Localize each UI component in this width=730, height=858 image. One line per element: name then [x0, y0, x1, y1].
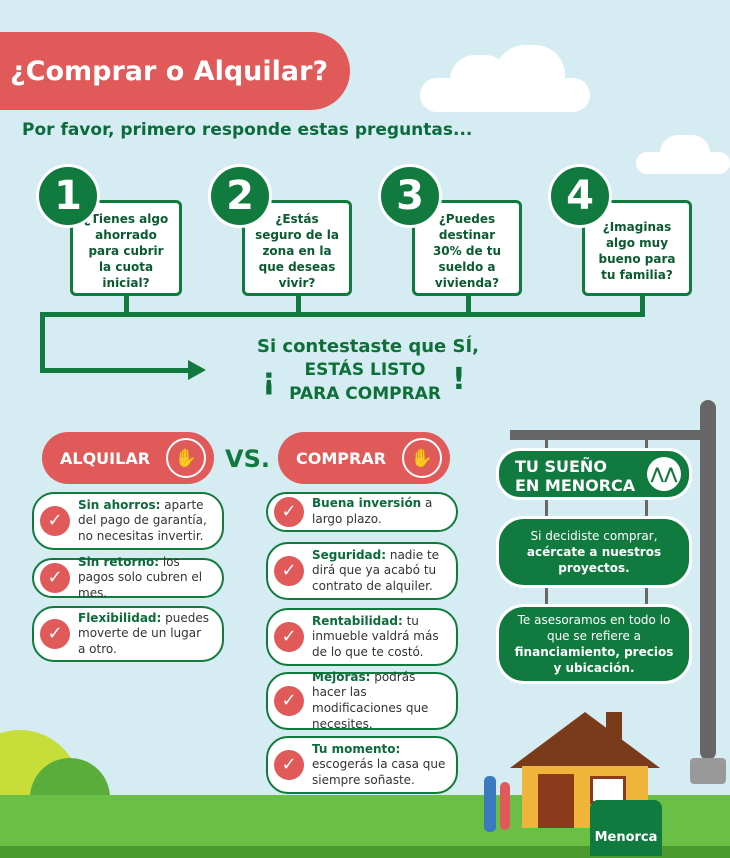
sign-chain [645, 588, 648, 606]
handshake-icon: ✋ [166, 438, 206, 478]
card-text: los pagos solo cubren el mes. [78, 554, 203, 600]
card-text: nadie te dirá que ya acabó tu contrato d… [312, 547, 440, 593]
timeline-line [466, 292, 471, 314]
check-icon: ✓ [40, 563, 70, 593]
listo-line2: ESTÁS LISTO [304, 360, 426, 380]
listo-line3: PARA COMPRAR [289, 384, 441, 404]
page-title: ¿Comprar o Alquilar? [0, 32, 350, 110]
check-icon: ✓ [40, 506, 70, 536]
comprar-card-5: ✓ Tu momento: escogerás la casa que siem… [266, 736, 458, 794]
alquilar-card-2: ✓ Sin retorno: los pagos solo cubren el … [32, 554, 224, 600]
listo-line1: Si contestaste que SÍ, [257, 336, 479, 357]
menorca-logo: Menorca [590, 800, 662, 856]
card-text: tu inmueble valdrá más de lo que te cost… [312, 613, 439, 659]
house-chimney [606, 712, 622, 742]
card-bold: Buena inversión [312, 496, 422, 511]
brand-name: Menorca [594, 830, 658, 845]
step-number-3: 3 [378, 164, 442, 228]
person-man [484, 776, 496, 832]
timeline-line [40, 312, 645, 317]
sign-box2-text: Te asesoramos en todo lo que se refiere … [517, 612, 671, 643]
sign-title: TU SUEÑO EN MENORCA ⋀⋀ [496, 448, 692, 500]
card-text: podrás hacer las modificaciones que nece… [312, 669, 429, 731]
card-text: a largo plazo. [312, 496, 433, 526]
timeline-line [40, 368, 190, 373]
step-number-2: 2 [208, 164, 272, 228]
check-icon: ✓ [274, 686, 304, 716]
house-door [538, 774, 574, 828]
timeline-line [640, 292, 645, 314]
card-text: puedes moverte de un lugar a otro. [78, 610, 209, 656]
sign-chain [645, 500, 648, 518]
alquilar-card-1: ✓ Sin ahorros: aparte del pago de garant… [32, 492, 224, 550]
sign-box1-bold: acércate a nuestros proyectos. [526, 544, 662, 576]
comprar-label: COMPRAR [296, 448, 387, 468]
menorca-logo-icon: ⋀⋀ [647, 457, 681, 491]
timeline-line [296, 292, 301, 314]
vs-label: VS. [225, 445, 270, 473]
handshake-icon: ✋ [402, 438, 442, 478]
sign-box-2: Te asesoramos en todo lo que se refiere … [496, 604, 692, 684]
sign-box1-text: Si decidiste comprar, [530, 528, 658, 543]
check-icon: ✓ [274, 556, 304, 586]
card-bold: Rentabilidad: [312, 613, 403, 628]
close-exclamation: ! [452, 362, 466, 397]
comprar-card-4: ✓ Mejoras: podrás hacer las modificacion… [266, 669, 458, 731]
alquilar-card-3: ✓ Flexibilidad: puedes moverte de un lug… [32, 606, 224, 662]
alquilar-pill: ALQUILAR ✋ [42, 432, 214, 484]
card-text: aparte del pago de garantía, no necesita… [78, 497, 207, 543]
comprar-pill: COMPRAR ✋ [278, 432, 450, 484]
card-bold: Flexibilidad: [78, 610, 162, 625]
alquilar-label: ALQUILAR [60, 448, 151, 468]
comprar-card-1: ✓ Buena inversión a largo plazo. [266, 492, 458, 532]
house-roof [510, 712, 660, 768]
sign-arm [510, 430, 716, 440]
sign-chain [545, 588, 548, 606]
card-bold: Tu momento: [312, 741, 401, 756]
cloud [495, 45, 565, 105]
sign-box-1: Si decidiste comprar, acércate a nuestro… [496, 516, 692, 588]
card-bold: Mejoras: [312, 669, 371, 684]
card-bold: Sin retorno: [78, 554, 160, 569]
card-bold: Seguridad: [312, 547, 387, 562]
arrow-icon [188, 360, 206, 380]
check-icon: ✓ [274, 750, 304, 780]
sign-base [690, 758, 726, 784]
sign-box2-bold: financiamiento, precios y ubicación. [514, 645, 674, 676]
sign-chain [545, 500, 548, 518]
step-number-4: 4 [548, 164, 612, 228]
check-icon: ✓ [274, 622, 304, 652]
question-box-1: ¿Tienes algo ahorrado para cubrir la cuo… [70, 200, 182, 296]
question-box-3: ¿Puedes destinar 30% de tu sueldo a vivi… [412, 200, 522, 296]
sign-title-line2: EN MENORCA [515, 476, 636, 496]
step-number-1: 1 [36, 164, 100, 228]
check-icon: ✓ [40, 619, 70, 649]
open-exclamation: ¡ [262, 362, 276, 397]
cloud [660, 135, 710, 171]
person-woman [500, 782, 510, 830]
comprar-card-3: ✓ Rentabilidad: tu inmueble valdrá más d… [266, 608, 458, 666]
timeline-line [40, 312, 45, 372]
timeline-line [124, 292, 129, 314]
sign-post [700, 400, 716, 760]
subtitle: Por favor, primero responde estas pregun… [22, 120, 473, 140]
card-bold: Sin ahorros: [78, 497, 161, 512]
card-text: escogerás la casa que siempre soñaste. [312, 757, 446, 787]
grass-edge [0, 846, 730, 858]
comprar-card-2: ✓ Seguridad: nadie te dirá que ya acabó … [266, 542, 458, 600]
sign-title-line1: TU SUEÑO [515, 457, 607, 476]
check-icon: ✓ [274, 497, 304, 527]
